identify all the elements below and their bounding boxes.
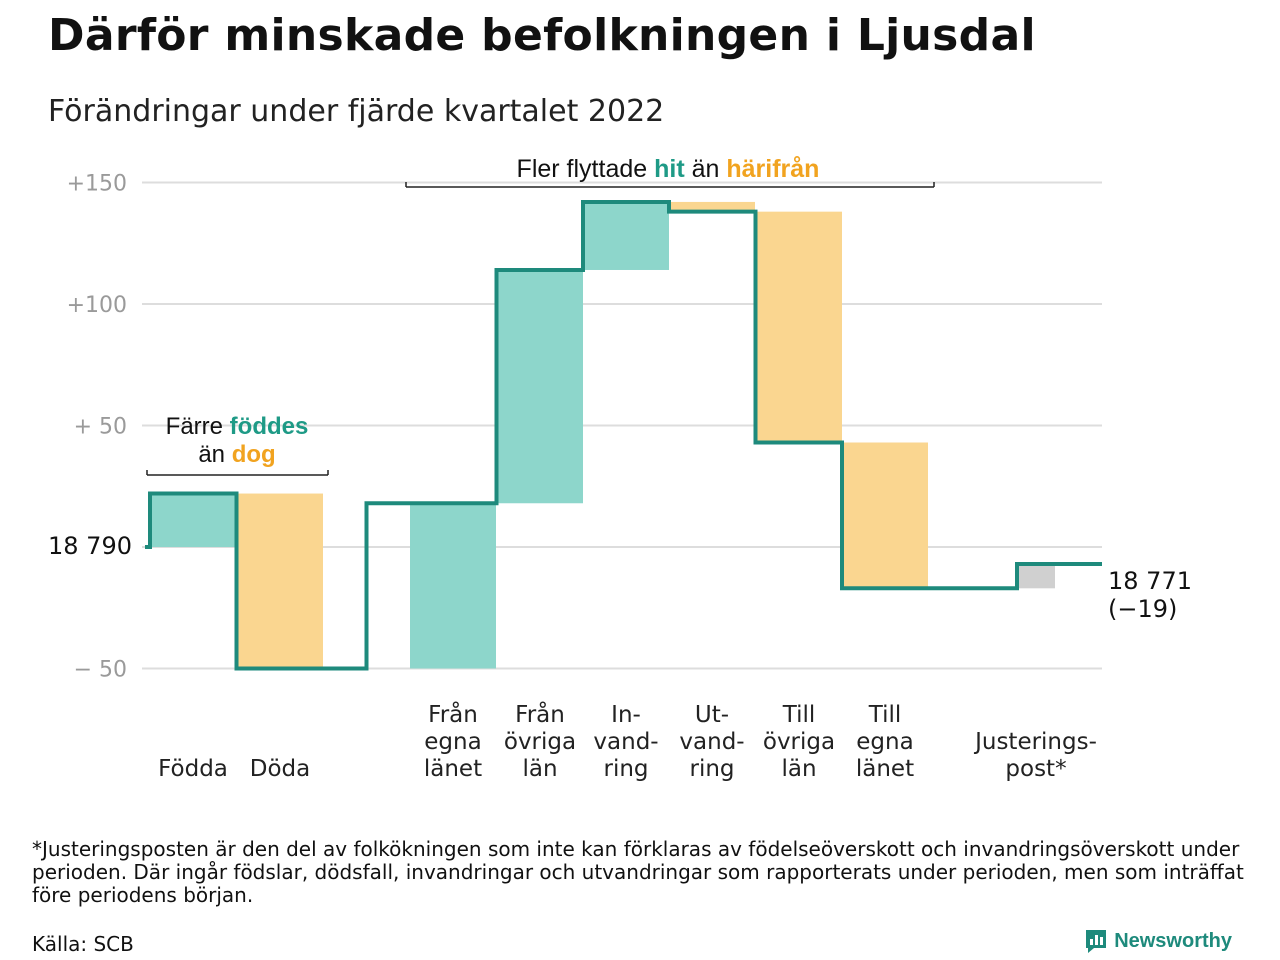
- x-tick-label-line: Döda: [250, 756, 310, 782]
- newsworthy-logo: Newsworthy: [1084, 928, 1232, 954]
- migration-annotation: Fler flyttade hit än härifrån: [517, 155, 820, 183]
- x-tick-label: Till egna länet: [856, 702, 914, 782]
- annotation-text: Fler flyttade: [517, 155, 655, 183]
- bar: [1017, 564, 1055, 589]
- x-tick-label-line: Från: [515, 700, 565, 728]
- births-annotation-line1: Färre föddes: [166, 413, 309, 440]
- footnote: *Justeringsposten är den del av folkökni…: [32, 837, 1244, 907]
- y-tick-label: + 50: [74, 415, 127, 440]
- births-annotation-line2: än dog: [198, 441, 275, 468]
- x-tick-label-line: Från: [428, 700, 478, 728]
- x-tick-label: Ut-vand-ring: [679, 702, 744, 782]
- bar: [150, 493, 236, 547]
- bar: [410, 503, 496, 669]
- x-tick-label-line: egna: [856, 729, 913, 755]
- births-bracket: [146, 470, 329, 476]
- x-tick-label-line: Födda: [158, 756, 228, 782]
- x-tick-label-line: län: [522, 756, 557, 782]
- x-tick-label-line: Till: [868, 702, 902, 728]
- bars: [150, 201, 1055, 669]
- x-tick-label-line: län: [781, 756, 816, 782]
- annotation-text: än: [198, 441, 231, 468]
- x-tick-label: Från övriga län: [504, 700, 576, 782]
- x-tick-label-line: Till: [782, 702, 816, 728]
- start-value-label: 18 790: [48, 532, 132, 560]
- x-tick-label-line: länet: [856, 756, 914, 782]
- x-tick-label-line: ring: [689, 756, 734, 782]
- x-tick-label-line: övriga: [504, 729, 576, 755]
- y-tick-label: − 50: [74, 658, 127, 683]
- chart-title: Därför minskade befolkningen i Ljusdal: [48, 10, 1036, 61]
- bar: [756, 211, 842, 443]
- x-tick-label-line: länet: [424, 756, 482, 782]
- newsworthy-icon: [1086, 930, 1107, 953]
- net-change-label: (−19): [1108, 595, 1177, 623]
- end-value-label: 18 771: [1108, 567, 1192, 595]
- bar: [669, 201, 755, 212]
- bar: [237, 493, 323, 669]
- x-tick-label-line: Ut-: [695, 702, 729, 728]
- x-tick-label-line: In-: [611, 702, 641, 728]
- x-tick-label: Justerings-post*: [973, 729, 1097, 782]
- x-tick-label-line: övriga: [763, 729, 835, 755]
- x-tick-label: Från egna länet: [424, 700, 482, 782]
- annotation-text: än: [685, 155, 727, 183]
- x-tick-label-line: vand-: [679, 729, 744, 755]
- x-tick-label: Döda: [250, 756, 310, 782]
- y-tick-label: +100: [67, 293, 127, 318]
- annotation-highlight-out: dog: [232, 441, 276, 468]
- x-tick-label: Till övriga län: [763, 702, 835, 782]
- x-tick-label-line: Justerings-: [973, 729, 1097, 755]
- annotation-highlight: hit: [654, 155, 685, 183]
- annotation-highlight: härifrån: [726, 155, 819, 183]
- brand-name: Newsworthy: [1114, 929, 1232, 952]
- x-tick-label-line: egna: [424, 729, 481, 755]
- annotation-text: Färre: [166, 413, 230, 440]
- x-tick-label-line: vand-: [593, 729, 658, 755]
- x-tick-label: Födda: [158, 756, 228, 782]
- chart-subtitle: Förändringar under fjärde kvartalet 2022: [48, 94, 665, 129]
- annotation-highlight-in: föddes: [230, 413, 309, 440]
- bar: [497, 269, 583, 504]
- x-tick-label-line: post*: [1005, 756, 1066, 782]
- source-label: Källa: SCB: [32, 932, 134, 956]
- x-tick-label-line: ring: [603, 756, 648, 782]
- x-tick-label: In-vand-ring: [593, 702, 658, 782]
- y-tick-label: +150: [67, 172, 127, 197]
- bar: [583, 201, 669, 270]
- bar: [842, 442, 928, 589]
- migration-bracket: [405, 182, 935, 188]
- step-line: [145, 199, 1102, 671]
